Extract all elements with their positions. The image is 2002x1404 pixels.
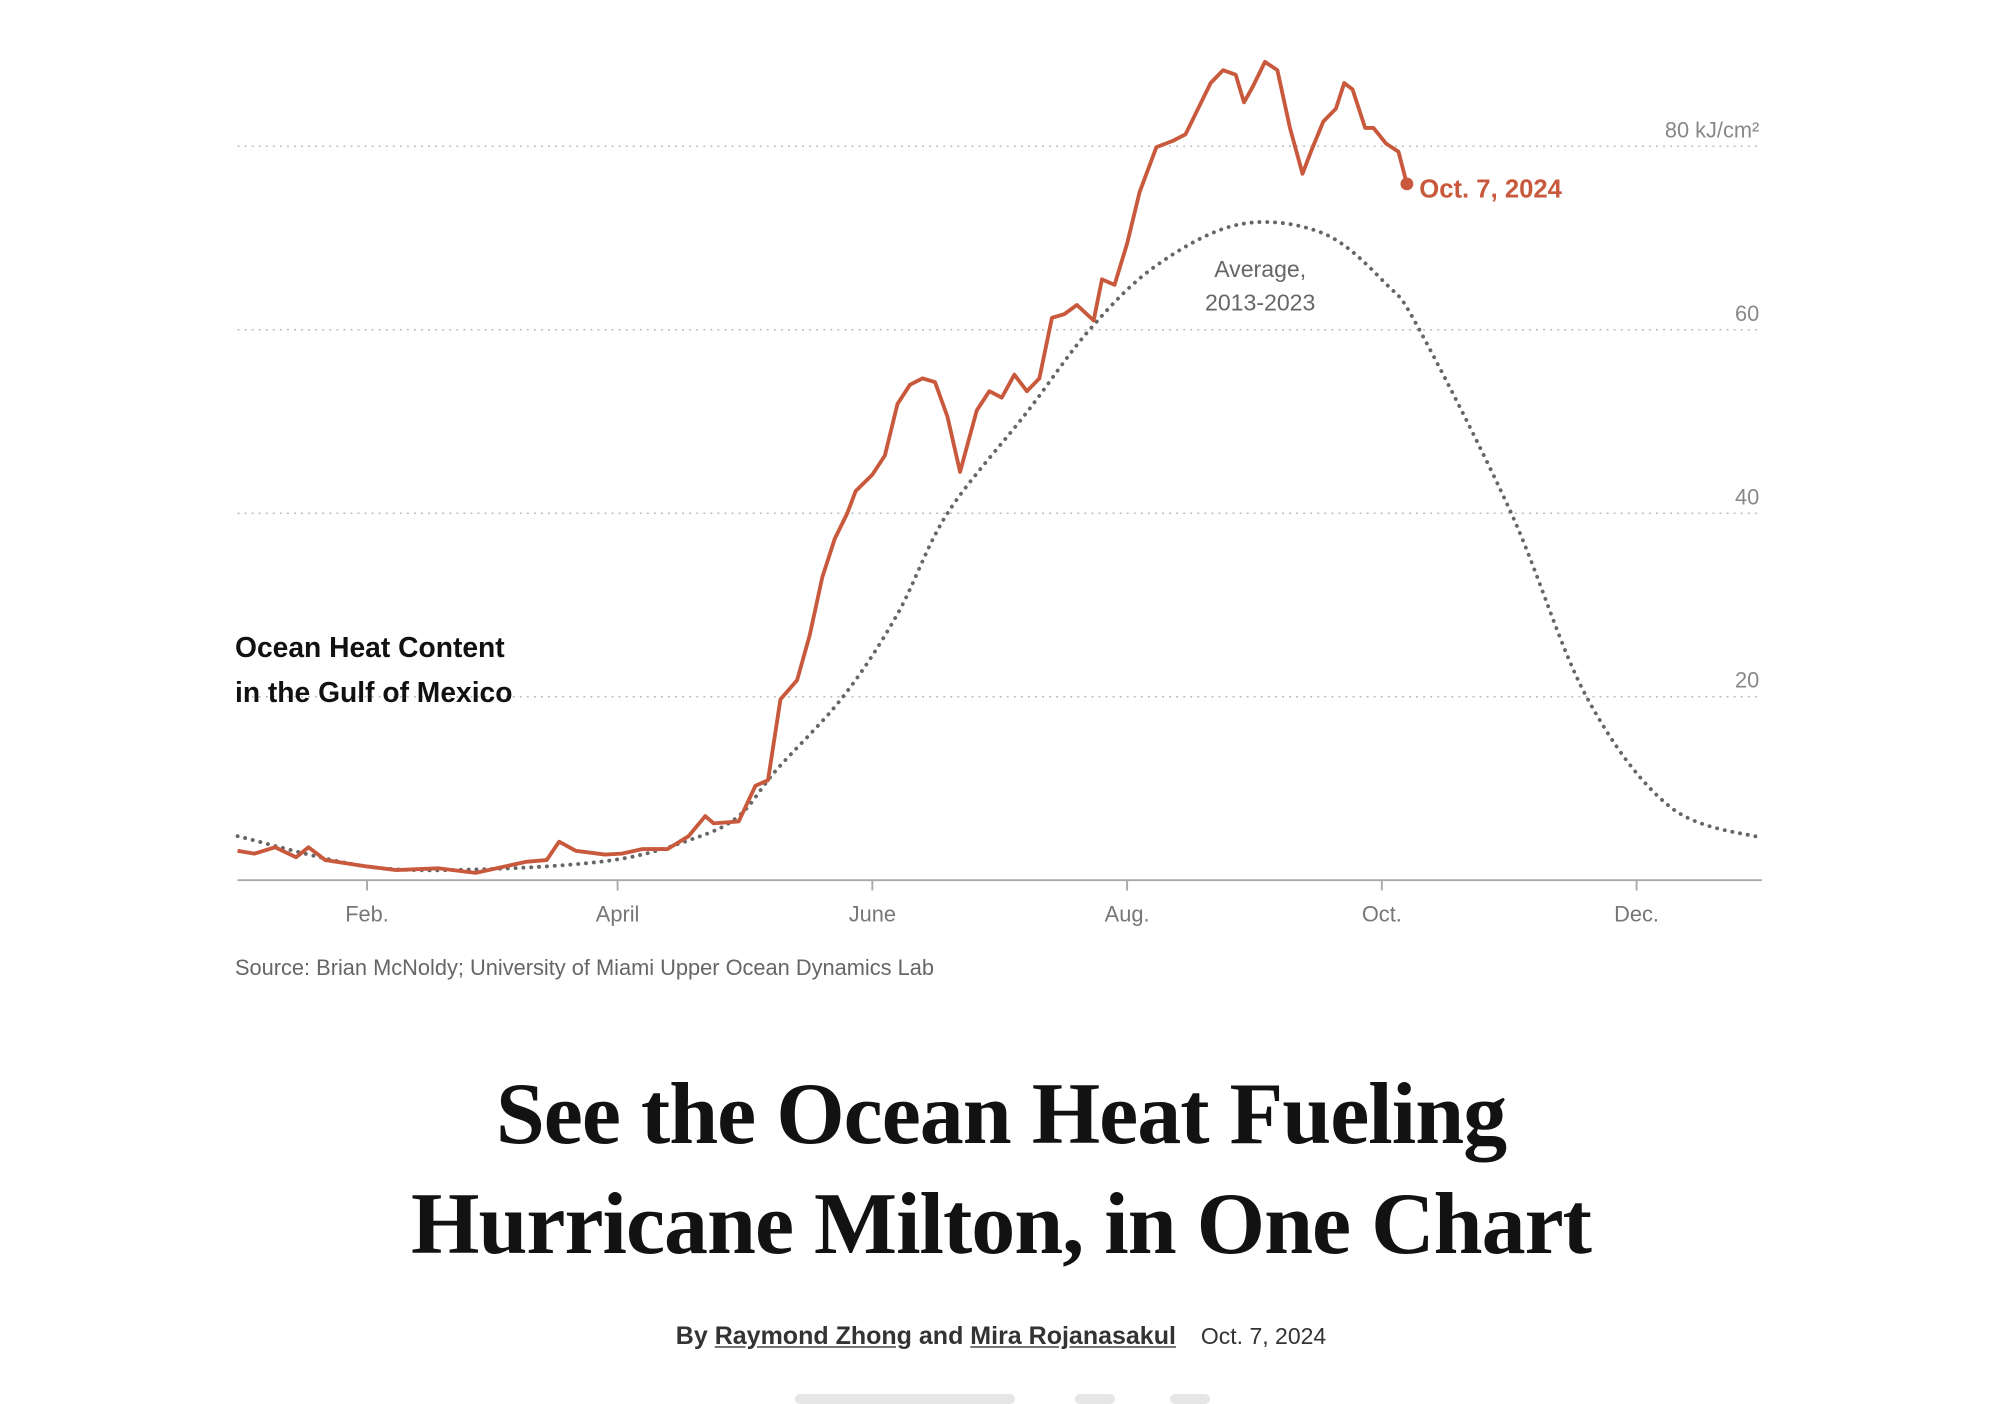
y-tick-label: 60	[1735, 301, 1759, 326]
x-tick-label: June	[849, 901, 896, 926]
x-tick-label: Feb.	[345, 901, 389, 926]
x-axis-ticks: Feb. April June Aug. Oct. Dec.	[345, 880, 1659, 926]
gridlines	[237, 145, 1762, 698]
x-tick-label: Dec.	[1614, 901, 1659, 926]
headline-line1: See the Ocean Heat Fueling	[495, 1066, 1507, 1163]
end-point-2024	[1400, 177, 1414, 191]
chart-source: Source: Brian McNoldy; University of Mia…	[235, 955, 934, 980]
author-link-mira-rojanasakul[interactable]: Mira Rojanasakul	[970, 1322, 1176, 1350]
headline: See the Ocean Heat Fueling Hurricane Mil…	[0, 1060, 2002, 1280]
line-2024	[237, 59, 1409, 875]
end-label-2024: Oct. 7, 2024	[1419, 176, 1562, 204]
y-tick-label: 80 kJ/cm²	[1665, 117, 1759, 142]
author-link-raymond-zhong[interactable]: Raymond Zhong	[714, 1322, 912, 1350]
average-label-line1: Average,	[1214, 256, 1306, 282]
average-line	[235, 220, 1764, 873]
average-label-line2: 2013-2023	[1205, 290, 1315, 316]
byline-by: By	[675, 1322, 708, 1350]
byline: By Raymond Zhong and Mira Rojanasakul Oc…	[0, 1322, 2002, 1351]
chart-title-line2: in the Gulf of Mexico	[235, 676, 513, 708]
y-axis-labels: 80 kJ/cm² 60 40 20	[1665, 117, 1759, 692]
x-tick-label: Aug.	[1105, 901, 1150, 926]
chart-title-line1: Ocean Heat Content	[235, 631, 505, 663]
publish-date: Oct. 7, 2024	[1200, 1323, 1327, 1349]
x-tick-label: April	[596, 901, 640, 926]
y-tick-label: 40	[1735, 484, 1759, 509]
headline-line2: Hurricane Milton, in One Chart	[411, 1176, 1592, 1273]
y-tick-label: 20	[1735, 668, 1759, 693]
x-tick-label: Oct.	[1362, 901, 1402, 926]
byline-and: and	[918, 1322, 964, 1350]
